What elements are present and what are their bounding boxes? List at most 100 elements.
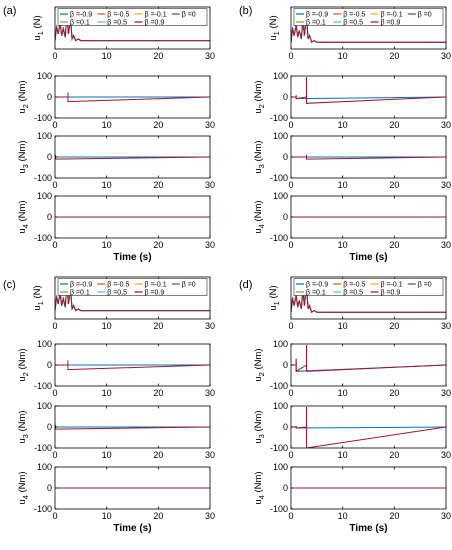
x-tick-label: 10: [338, 388, 348, 398]
x-tick-label: 10: [338, 321, 348, 331]
y-tick-label: -100: [34, 173, 52, 183]
legend-entry: β =0.9: [381, 20, 401, 27]
y-tick-label: 0: [283, 152, 288, 162]
y-tick-label: -100: [270, 443, 288, 453]
y-tick-label: -100: [34, 504, 52, 514]
y-tick-label: 100: [273, 131, 288, 141]
x-tick-label: 20: [389, 450, 399, 460]
x-tick-label: 30: [205, 511, 215, 521]
legend-box: [293, 8, 444, 26]
x-tick-label: 20: [153, 240, 163, 250]
y-tick-label: -100: [270, 504, 288, 514]
series-group: [55, 360, 210, 371]
series-group: [291, 77, 446, 104]
y-tick-label: -100: [34, 381, 52, 391]
x-tick-label: 30: [441, 450, 451, 460]
legend-entry: β =0.1: [70, 290, 90, 297]
x-tick-label: 30: [205, 51, 215, 61]
legend: β =-0.9 β =-0.5 β =-0.1 β =0 β =0.1 β =0.5 β =…: [293, 278, 444, 297]
legend-entry: β =-0.9: [70, 12, 92, 19]
x-tick-label: 30: [205, 120, 215, 130]
y-axis-label: u1 (N): [32, 15, 45, 40]
x-tick-label: 10: [102, 450, 112, 460]
x-tick-label: 0: [288, 321, 293, 331]
series-group: [55, 424, 210, 430]
y-axis-label: u3 (Nm): [253, 410, 266, 443]
legend-entry: β =-0.1: [145, 282, 167, 289]
series-line: [291, 15, 446, 44]
legend: β =-0.9 β =-0.5 β =-0.1 β =0 β =0.1 β =0.5 β =…: [57, 278, 208, 297]
x-tick-label: 20: [153, 51, 163, 61]
x-tick-label: 30: [205, 180, 215, 190]
legend-entry: β =-0.5: [343, 12, 365, 19]
y-tick-label: 100: [273, 191, 288, 201]
x-tick-label: 10: [102, 240, 112, 250]
legend-box: [57, 8, 208, 26]
x-tick-label: 20: [153, 180, 163, 190]
y-tick-label: 100: [273, 339, 288, 349]
x-tick-label: 10: [338, 120, 348, 130]
x-tick-label: 30: [205, 450, 215, 460]
y-tick-label: 100: [37, 339, 52, 349]
y-axis-label: u1 (N): [268, 15, 281, 40]
series-group: [291, 407, 446, 448]
y-tick-label: -100: [34, 233, 52, 243]
series-line: [291, 154, 446, 160]
x-tick-label: 30: [441, 51, 451, 61]
legend-entry: β =0.1: [306, 290, 326, 297]
legend-entry: β =-0.5: [343, 282, 365, 289]
x-tick-label: 30: [441, 321, 451, 331]
x-tick-label: 20: [389, 321, 399, 331]
y-tick-label: 100: [37, 71, 52, 81]
y-tick-label: 0: [47, 92, 52, 102]
y-tick-label: 100: [273, 71, 288, 81]
x-tick-label: 10: [102, 321, 112, 331]
legend: β =-0.9 β =-0.5 β =-0.1 β =0 β =0.1 β =0.5 β =…: [57, 8, 208, 27]
x-tick-label: 0: [288, 180, 293, 190]
legend-entry: β =-0.9: [70, 282, 92, 289]
x-axis-label: Time (s): [113, 523, 151, 534]
y-tick-label: 100: [273, 401, 288, 411]
x-tick-label: 0: [52, 450, 57, 460]
x-tick-label: 0: [52, 388, 57, 398]
x-tick-label: 0: [288, 388, 293, 398]
x-axis-label: Time (s): [113, 252, 151, 263]
legend-box: [293, 278, 444, 296]
x-tick-label: 20: [153, 511, 163, 521]
legend-entry: β =-0.9: [306, 12, 328, 19]
panel-label: (b): [239, 5, 252, 17]
y-tick-label: 100: [37, 191, 52, 201]
y-axis-label: u3 (Nm): [253, 140, 266, 173]
series-group: [291, 283, 446, 314]
series-line: [55, 283, 210, 312]
series-line: [55, 360, 210, 371]
y-tick-label: 0: [283, 422, 288, 432]
series-group: [55, 92, 210, 103]
x-tick-label: 0: [288, 240, 293, 250]
x-tick-label: 20: [153, 450, 163, 460]
axes-box: [54, 6, 211, 50]
series-line: [291, 358, 446, 372]
series-group: [291, 154, 446, 160]
x-tick-label: 20: [389, 120, 399, 130]
axes-box: [54, 276, 211, 320]
legend-entry: β =0.9: [381, 290, 401, 297]
y-axis-label: u2 (Nm): [17, 348, 30, 381]
x-tick-label: 10: [102, 388, 112, 398]
series-line: [291, 425, 446, 429]
legend-entry: β =0: [418, 12, 432, 19]
legend-entry: β =0.5: [107, 290, 127, 297]
panel-label: (d): [239, 279, 252, 291]
y-tick-label: 0: [47, 360, 52, 370]
